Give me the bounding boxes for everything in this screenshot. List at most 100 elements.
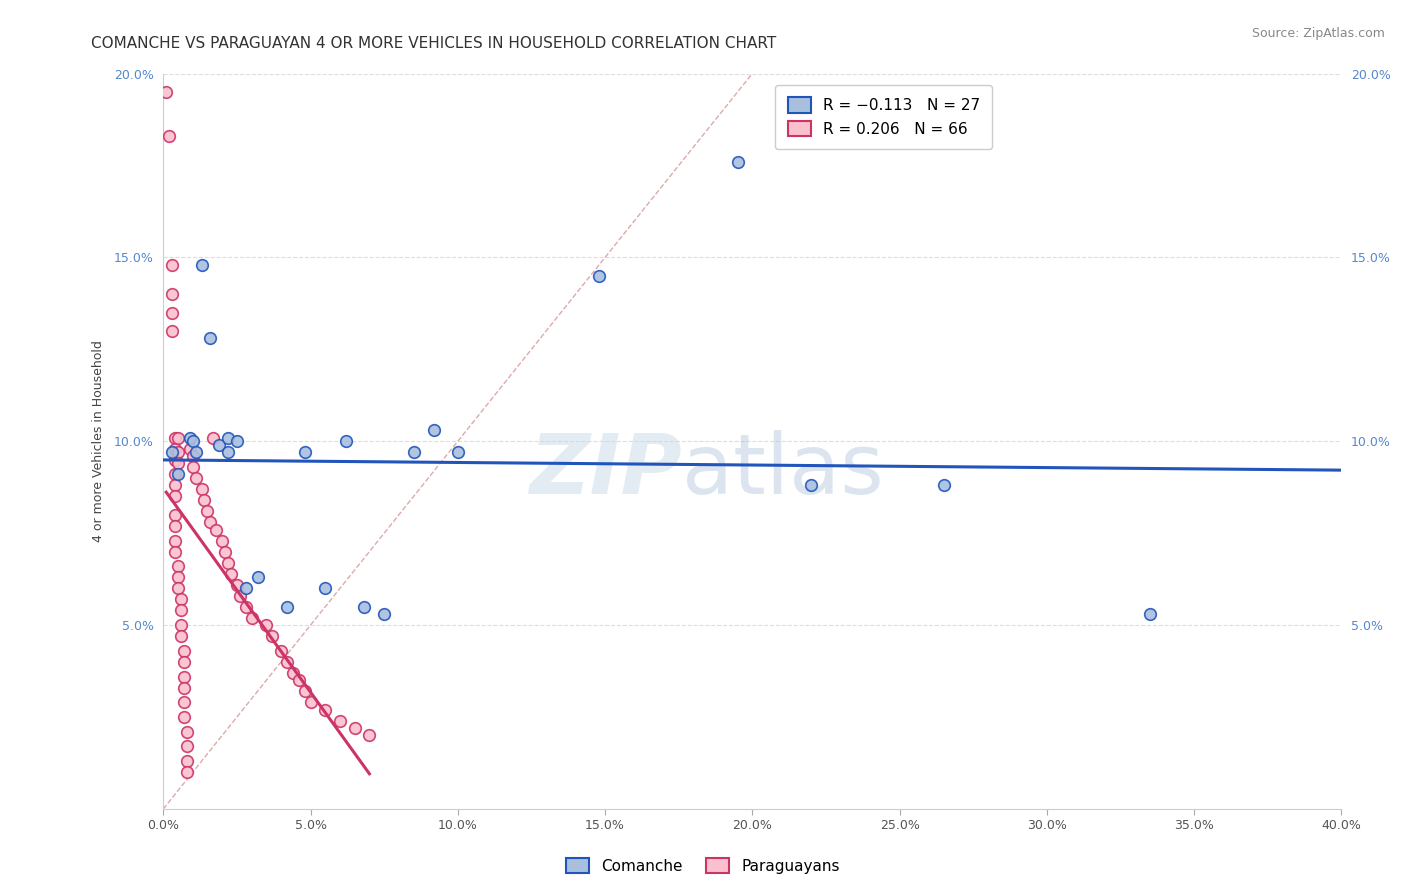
Point bbox=[281, 665, 304, 680]
Point bbox=[155, 85, 177, 99]
Point bbox=[179, 431, 201, 445]
Point bbox=[373, 607, 395, 621]
Point bbox=[219, 566, 242, 581]
Point bbox=[163, 518, 186, 533]
Point bbox=[314, 703, 336, 717]
Point bbox=[167, 559, 190, 574]
Point bbox=[167, 582, 190, 596]
Point bbox=[160, 258, 183, 272]
Point bbox=[240, 611, 263, 625]
Point bbox=[343, 721, 366, 735]
Point bbox=[170, 618, 193, 632]
Text: COMANCHE VS PARAGUAYAN 4 OR MORE VEHICLES IN HOUSEHOLD CORRELATION CHART: COMANCHE VS PARAGUAYAN 4 OR MORE VEHICLE… bbox=[91, 36, 776, 51]
Point bbox=[163, 490, 186, 504]
Point bbox=[173, 681, 195, 695]
Point bbox=[276, 655, 298, 669]
Point bbox=[202, 431, 225, 445]
Legend: Comanche, Paraguayans: Comanche, Paraguayans bbox=[561, 852, 845, 880]
Text: ZIP: ZIP bbox=[529, 430, 682, 511]
Legend: R = −0.113   N = 27, R = 0.206   N = 66: R = −0.113 N = 27, R = 0.206 N = 66 bbox=[775, 85, 993, 149]
Point bbox=[184, 445, 207, 459]
Point bbox=[163, 508, 186, 522]
Point bbox=[246, 570, 269, 584]
Point bbox=[235, 599, 257, 614]
Point bbox=[173, 670, 195, 684]
Point bbox=[160, 287, 183, 301]
Point bbox=[179, 442, 201, 456]
Point bbox=[276, 599, 298, 614]
Point bbox=[225, 577, 247, 591]
Point bbox=[190, 258, 212, 272]
Point bbox=[163, 533, 186, 548]
Point bbox=[160, 324, 183, 338]
Point bbox=[170, 629, 193, 643]
Point bbox=[270, 644, 292, 658]
Point bbox=[402, 445, 425, 459]
Point bbox=[217, 445, 239, 459]
Point bbox=[205, 523, 228, 537]
Point bbox=[727, 154, 749, 169]
Point bbox=[329, 714, 352, 728]
Point bbox=[163, 467, 186, 482]
Point bbox=[800, 478, 823, 492]
Point bbox=[163, 431, 186, 445]
Point bbox=[173, 644, 195, 658]
Point bbox=[235, 582, 257, 596]
Point bbox=[299, 695, 322, 709]
Point bbox=[423, 423, 446, 437]
Point bbox=[214, 544, 236, 558]
Point bbox=[254, 618, 277, 632]
Point bbox=[190, 482, 212, 496]
Point bbox=[167, 467, 190, 482]
Point bbox=[157, 129, 180, 144]
Point bbox=[163, 452, 186, 467]
Point bbox=[314, 582, 336, 596]
Point bbox=[217, 556, 239, 570]
Point bbox=[176, 724, 198, 739]
Point bbox=[229, 589, 252, 603]
Point bbox=[176, 739, 198, 754]
Point bbox=[167, 456, 190, 470]
Point bbox=[173, 710, 195, 724]
Point bbox=[211, 533, 233, 548]
Point bbox=[163, 442, 186, 456]
Point bbox=[170, 603, 193, 617]
Point bbox=[335, 434, 357, 449]
Point bbox=[160, 305, 183, 319]
Point bbox=[163, 544, 186, 558]
Point bbox=[1139, 607, 1161, 621]
Point bbox=[173, 695, 195, 709]
Point bbox=[167, 431, 190, 445]
Point bbox=[181, 460, 204, 475]
Text: Source: ZipAtlas.com: Source: ZipAtlas.com bbox=[1251, 27, 1385, 40]
Point bbox=[200, 331, 222, 345]
Point bbox=[359, 728, 381, 742]
Point bbox=[181, 434, 204, 449]
Point bbox=[588, 268, 610, 283]
Point bbox=[287, 673, 309, 688]
Point bbox=[167, 570, 190, 584]
Point bbox=[176, 754, 198, 768]
Point bbox=[176, 765, 198, 780]
Point bbox=[173, 655, 195, 669]
Point bbox=[167, 445, 190, 459]
Point bbox=[208, 438, 231, 452]
Y-axis label: 4 or more Vehicles in Household: 4 or more Vehicles in Household bbox=[93, 341, 105, 542]
Point bbox=[932, 478, 955, 492]
Point bbox=[294, 445, 316, 459]
Point bbox=[294, 684, 316, 698]
Point bbox=[217, 431, 239, 445]
Point bbox=[184, 471, 207, 485]
Point bbox=[225, 434, 247, 449]
Point bbox=[163, 478, 186, 492]
Point bbox=[262, 629, 284, 643]
Text: atlas: atlas bbox=[682, 430, 883, 511]
Point bbox=[200, 515, 222, 529]
Point bbox=[447, 445, 470, 459]
Point bbox=[197, 504, 219, 518]
Point bbox=[353, 599, 375, 614]
Point bbox=[181, 449, 204, 463]
Point bbox=[193, 493, 215, 508]
Point bbox=[170, 592, 193, 607]
Point bbox=[160, 445, 183, 459]
